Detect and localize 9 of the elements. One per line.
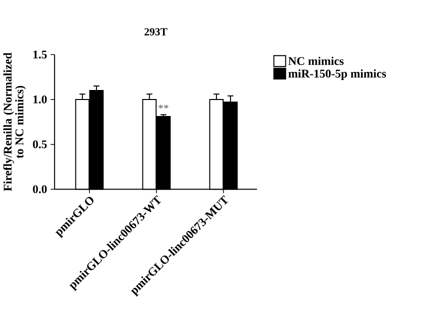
chart-title: 293T [144, 28, 168, 36]
annotation: ** [158, 104, 168, 108]
y-tick-label: 0.0 [32, 185, 47, 194]
y-tick-label: 1.5 [33, 50, 47, 58]
y-axis-title: Firefly/Renilla (Normalized to NC mimics) [3, 52, 26, 191]
y-tick-label: 1.0 [33, 95, 47, 104]
y-tick-label: 0.5 [32, 140, 47, 148]
legend-label: miR-150-5p mimics [288, 69, 386, 80]
legend-label: NC mimics [288, 56, 344, 65]
